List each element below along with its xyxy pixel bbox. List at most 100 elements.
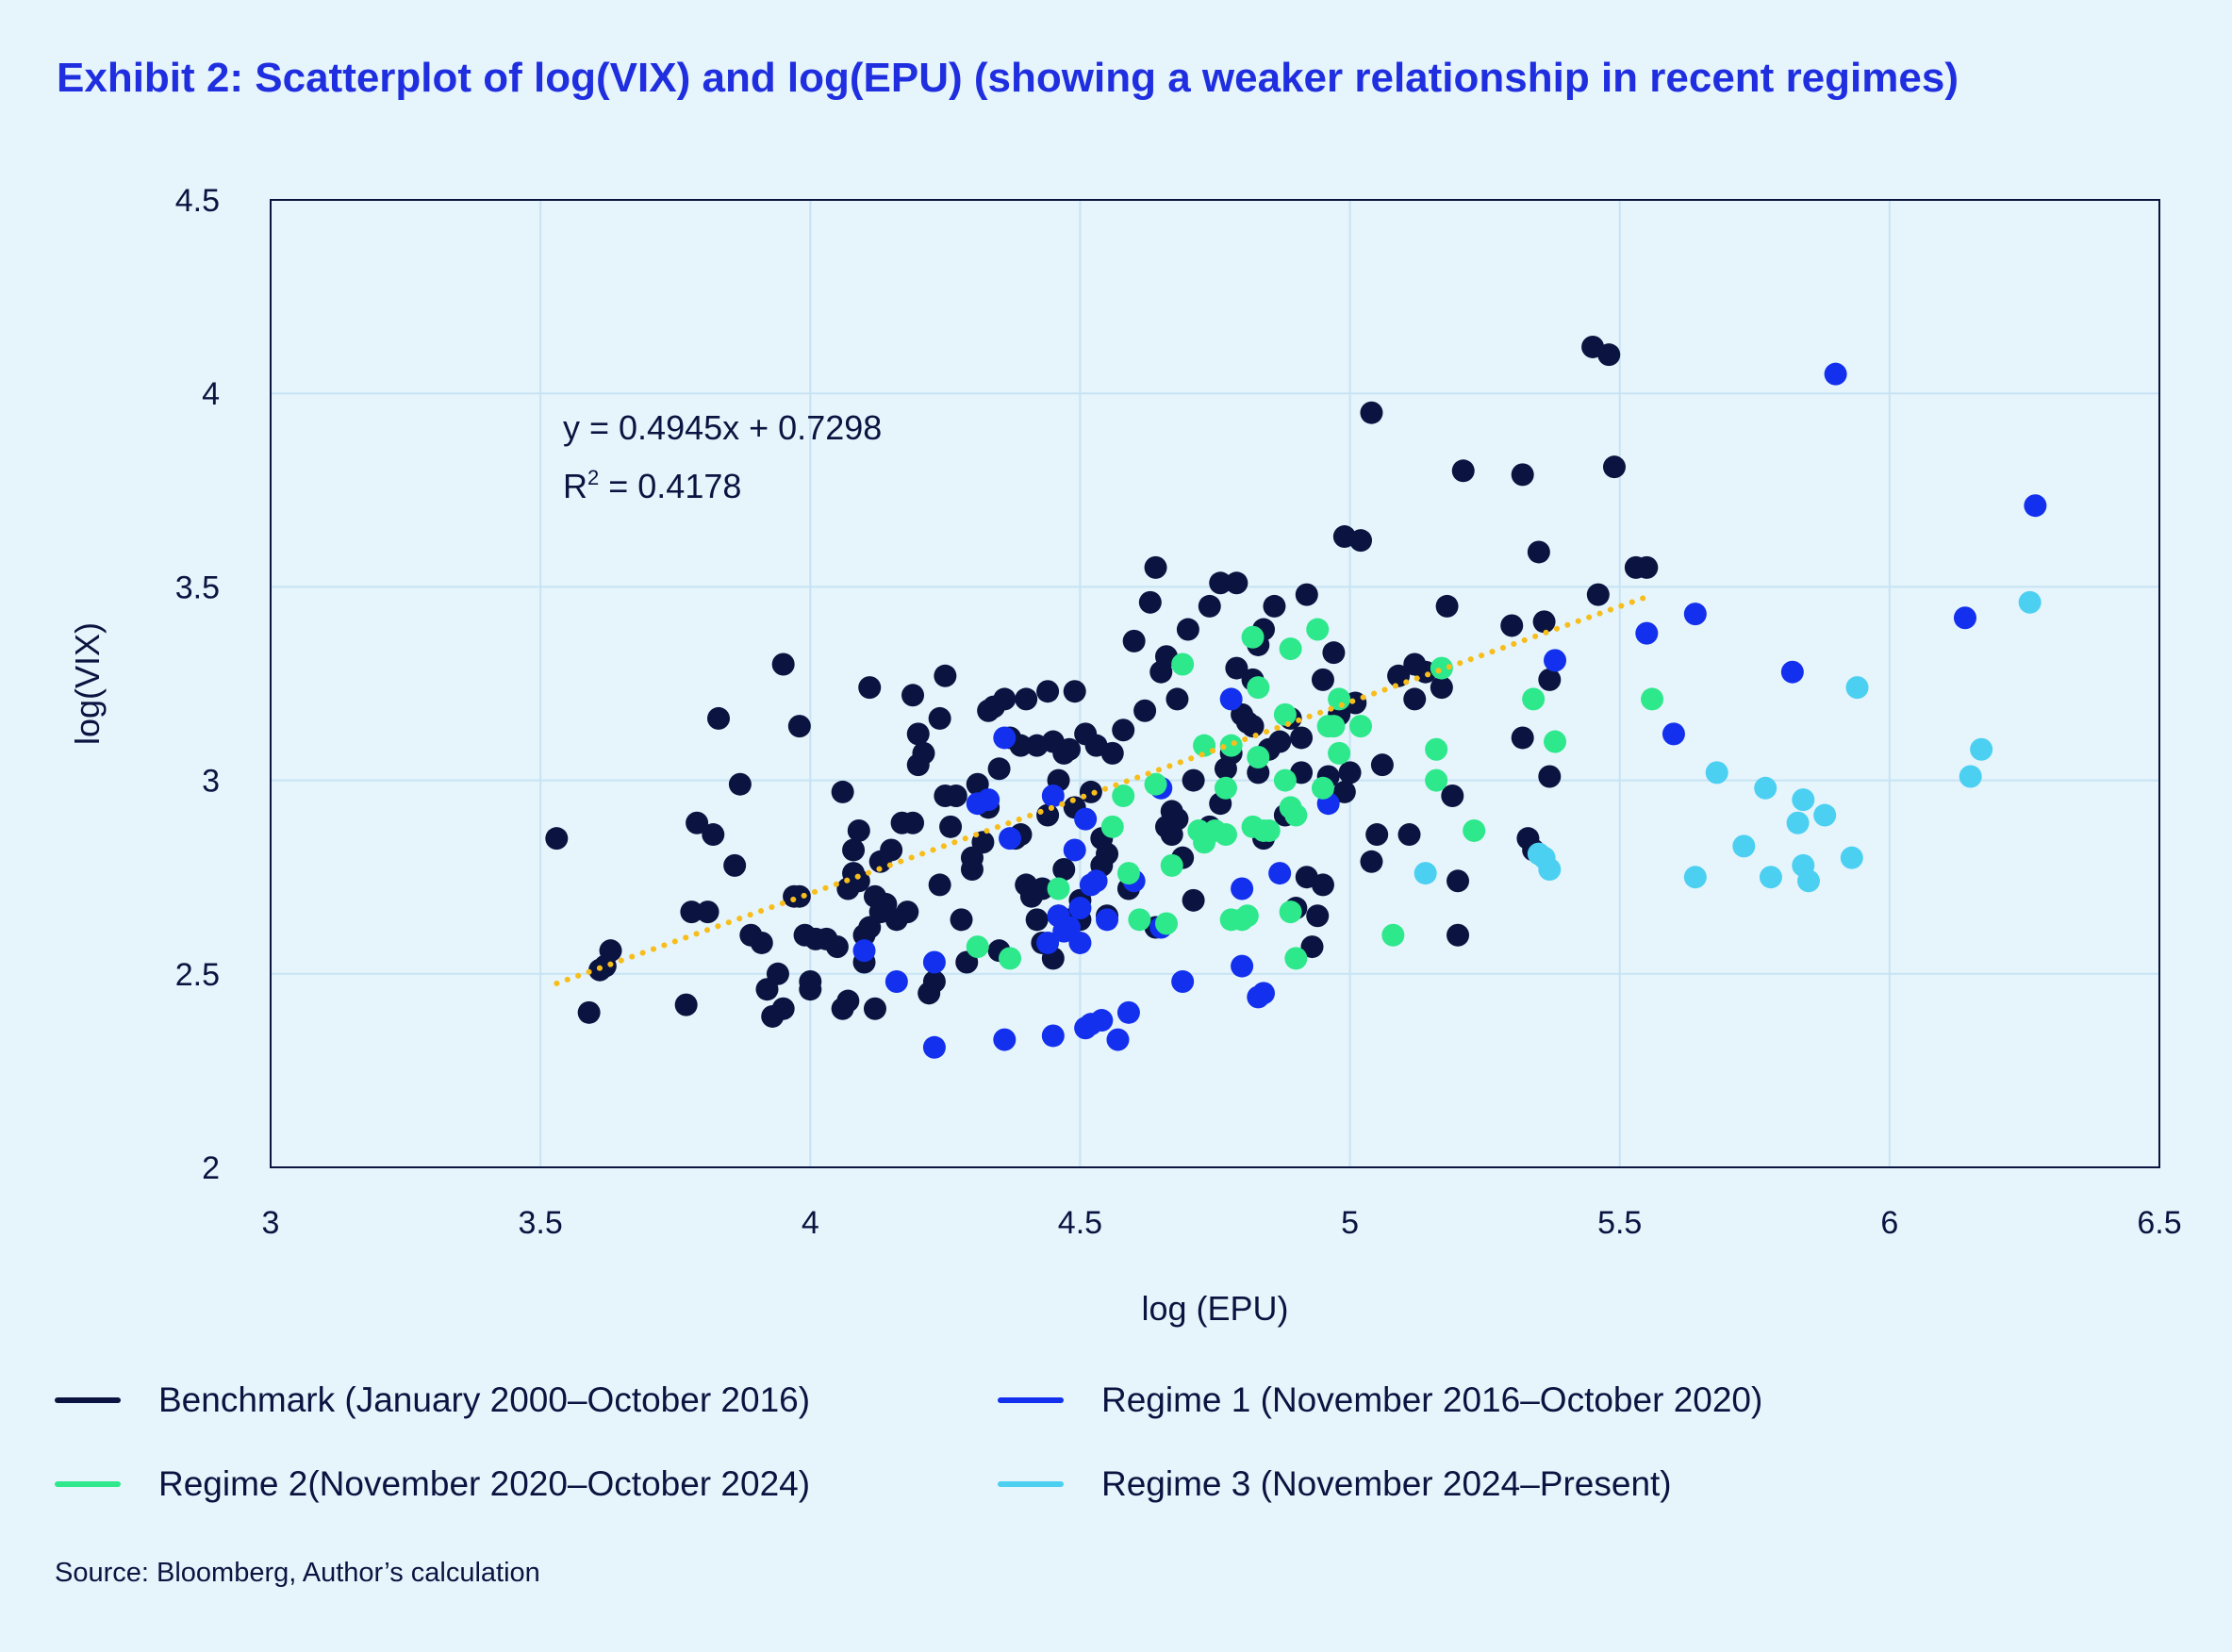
data-point-benchmark <box>1268 730 1292 753</box>
data-point-regime3 <box>1797 869 1821 893</box>
data-point-benchmark <box>686 811 709 834</box>
data-point-benchmark <box>825 935 849 959</box>
data-point-regime1 <box>1063 838 1086 862</box>
legend-swatch-regime3 <box>998 1481 1064 1487</box>
data-point-benchmark <box>599 939 622 963</box>
data-point-regime2 <box>1273 768 1297 792</box>
data-point-benchmark <box>1209 571 1232 595</box>
scatter-chart: 3 3.5 4 4.5 5 5.5 6 6.5 2 2.5 3 3.5 4 4.5 log (EPU) l… <box>68 183 2182 1328</box>
data-point-benchmark <box>1403 687 1427 711</box>
data-point-benchmark <box>922 970 946 994</box>
data-point-regime1 <box>2024 494 2047 518</box>
data-point-regime2 <box>1425 768 1448 792</box>
data-point-regime1 <box>1662 722 1685 746</box>
data-point-regime3 <box>1754 776 1777 800</box>
data-point-benchmark <box>1063 680 1086 703</box>
data-point-regime3 <box>1813 803 1837 827</box>
data-point-benchmark <box>1447 923 1470 947</box>
data-point-regime2 <box>1128 908 1151 932</box>
data-point-benchmark <box>1370 753 1394 777</box>
data-point-benchmark <box>1100 741 1124 765</box>
data-point-benchmark <box>1225 656 1248 680</box>
x-tick-label: 4.5 <box>1058 1205 1102 1241</box>
data-point-regime2 <box>1279 637 1302 661</box>
data-point-benchmark <box>896 900 919 924</box>
data-point-benchmark <box>1451 459 1475 483</box>
data-points <box>545 335 2047 1059</box>
data-point-regime2 <box>1328 687 1351 711</box>
data-point-regime2 <box>1214 823 1237 847</box>
data-point-benchmark <box>928 873 951 897</box>
data-point-benchmark <box>1635 555 1659 579</box>
data-point-benchmark <box>847 818 870 842</box>
data-point-benchmark <box>1306 904 1330 928</box>
data-point-benchmark <box>880 838 903 862</box>
data-point-benchmark <box>1338 761 1362 785</box>
data-point-benchmark <box>1500 614 1524 637</box>
data-point-benchmark <box>1430 676 1453 700</box>
data-point-benchmark <box>1182 888 1205 912</box>
data-point-benchmark <box>863 997 886 1020</box>
data-point-regime1 <box>1683 603 1707 626</box>
y-axis-label: log(VIX) <box>68 622 107 745</box>
y-tick-label: 4 <box>202 376 220 412</box>
data-point-benchmark <box>1225 571 1248 595</box>
data-point-benchmark <box>1435 594 1459 618</box>
r-squared-label: R2 = 0.4178 <box>563 466 741 505</box>
trendline <box>554 591 1656 986</box>
data-point-benchmark <box>1057 737 1081 761</box>
data-point-regime3 <box>2018 590 2042 614</box>
data-point-benchmark <box>766 962 789 985</box>
legend-label-benchmark: Benchmark (January 2000–October 2016) <box>158 1380 811 1419</box>
axis-ticks: 3 3.5 4 4.5 5 5.5 6 6.5 2 2.5 3 3.5 4 4.5 <box>175 183 2182 1241</box>
r2-superscript: 2 <box>587 466 599 489</box>
data-point-regime3 <box>1786 811 1810 834</box>
data-point-benchmark <box>1586 583 1610 606</box>
legend-item-regime1: Regime 1 (November 2016–October 2020) <box>998 1380 1762 1420</box>
data-point-benchmark <box>934 664 957 687</box>
data-point-benchmark <box>696 900 719 924</box>
r2-value: = 0.4178 <box>599 467 741 505</box>
data-point-regime1 <box>1036 931 1060 954</box>
data-point-benchmark <box>728 772 752 796</box>
data-point-regime1 <box>1106 1028 1130 1051</box>
y-tick-label: 2.5 <box>175 957 220 993</box>
data-point-benchmark <box>1511 463 1534 487</box>
data-point-benchmark <box>1096 842 1119 866</box>
data-point-benchmark <box>1079 780 1102 803</box>
y-tick-label: 2 <box>202 1150 220 1186</box>
data-point-regime3 <box>1414 862 1437 885</box>
data-point-regime2 <box>1247 745 1270 768</box>
data-point-regime2 <box>1047 877 1070 900</box>
data-point-benchmark <box>1597 343 1621 367</box>
data-point-benchmark <box>1263 594 1286 618</box>
data-point-regime2 <box>966 935 989 959</box>
data-point-regime3 <box>1683 866 1707 889</box>
data-point-benchmark <box>1052 857 1076 881</box>
data-point-benchmark <box>960 857 984 881</box>
data-point-benchmark <box>1112 719 1135 742</box>
legend-label-regime1: Regime 1 (November 2016–October 2020) <box>1101 1380 1763 1419</box>
data-point-benchmark <box>1241 715 1265 738</box>
data-point-regime2 <box>1349 715 1373 738</box>
data-point-regime2 <box>1430 656 1453 680</box>
data-point-regime1 <box>1074 807 1098 831</box>
data-point-regime3 <box>1840 846 1863 869</box>
x-tick-label: 3 <box>262 1205 280 1241</box>
data-point-regime1 <box>922 950 946 974</box>
data-point-benchmark <box>1532 610 1556 634</box>
data-point-regime2 <box>1463 818 1486 842</box>
data-point-benchmark <box>1311 873 1334 897</box>
data-point-benchmark <box>1166 807 1189 831</box>
data-point-regime1 <box>1041 785 1065 808</box>
data-point-benchmark <box>842 838 866 862</box>
data-point-regime2 <box>1235 904 1259 928</box>
data-point-benchmark <box>993 687 1017 711</box>
data-point-benchmark <box>787 715 811 738</box>
data-point-benchmark <box>1332 780 1356 803</box>
data-point-regime1 <box>977 788 1000 812</box>
data-point-regime2 <box>1544 730 1567 753</box>
data-point-benchmark <box>1015 687 1038 711</box>
data-point-benchmark <box>950 908 973 932</box>
data-point-benchmark <box>1144 555 1167 579</box>
